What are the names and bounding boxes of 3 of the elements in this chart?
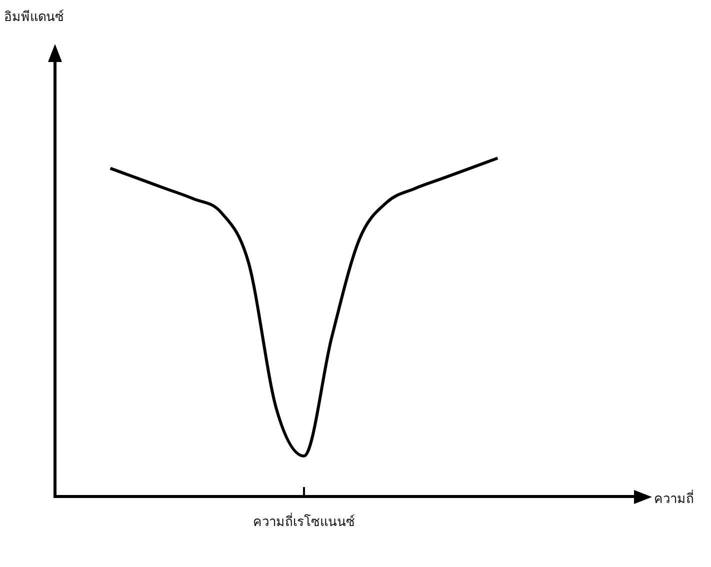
text: อิมพีแดนซ์ [4, 8, 64, 27]
text: ความถี่เรโซแนนซ์ [253, 512, 355, 532]
x-axis-title: ความถี่ [654, 488, 694, 509]
